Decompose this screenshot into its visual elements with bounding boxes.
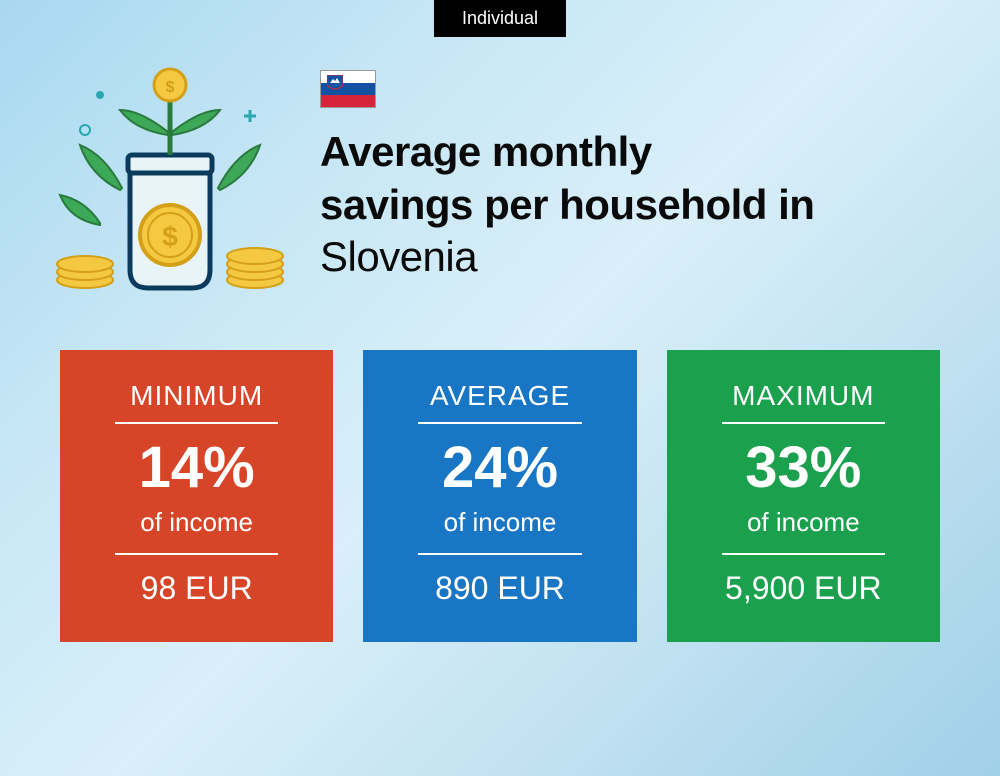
card-percent: 14% <box>80 439 313 497</box>
card-percent: 33% <box>687 439 920 497</box>
card-amount: 5,900 EUR <box>687 570 920 607</box>
category-badge: Individual <box>434 0 566 37</box>
stats-cards: MINIMUM 14% of income 98 EUR AVERAGE 24%… <box>0 330 1000 642</box>
card-label: AVERAGE <box>383 380 616 412</box>
card-amount: 890 EUR <box>383 570 616 607</box>
page-title: Average monthly savings per household in… <box>320 126 950 284</box>
card-label: MINIMUM <box>80 380 313 412</box>
svg-text:$: $ <box>166 79 175 96</box>
card-sublabel: of income <box>383 507 616 538</box>
card-average: AVERAGE 24% of income 890 EUR <box>363 350 636 642</box>
card-maximum: MAXIMUM 33% of income 5,900 EUR <box>667 350 940 642</box>
card-divider <box>115 553 278 555</box>
card-sublabel: of income <box>687 507 920 538</box>
card-sublabel: of income <box>80 507 313 538</box>
savings-illustration: $ $ <box>50 60 290 300</box>
title-line-2: savings per household in <box>320 181 814 228</box>
card-divider <box>418 553 581 555</box>
card-divider <box>722 422 885 424</box>
title-line-1: Average monthly <box>320 128 652 175</box>
card-label: MAXIMUM <box>687 380 920 412</box>
flag-crest-icon <box>327 75 343 93</box>
card-amount: 98 EUR <box>80 570 313 607</box>
title-block: Average monthly savings per household in… <box>320 60 950 284</box>
header-section: $ $ <box>0 0 1000 330</box>
card-divider <box>115 422 278 424</box>
card-minimum: MINIMUM 14% of income 98 EUR <box>60 350 333 642</box>
card-divider <box>722 553 885 555</box>
card-percent: 24% <box>383 439 616 497</box>
title-country: Slovenia <box>320 233 477 280</box>
flag-stripe-3 <box>321 95 375 107</box>
country-flag <box>320 70 376 108</box>
card-divider <box>418 422 581 424</box>
svg-text:$: $ <box>162 221 178 252</box>
